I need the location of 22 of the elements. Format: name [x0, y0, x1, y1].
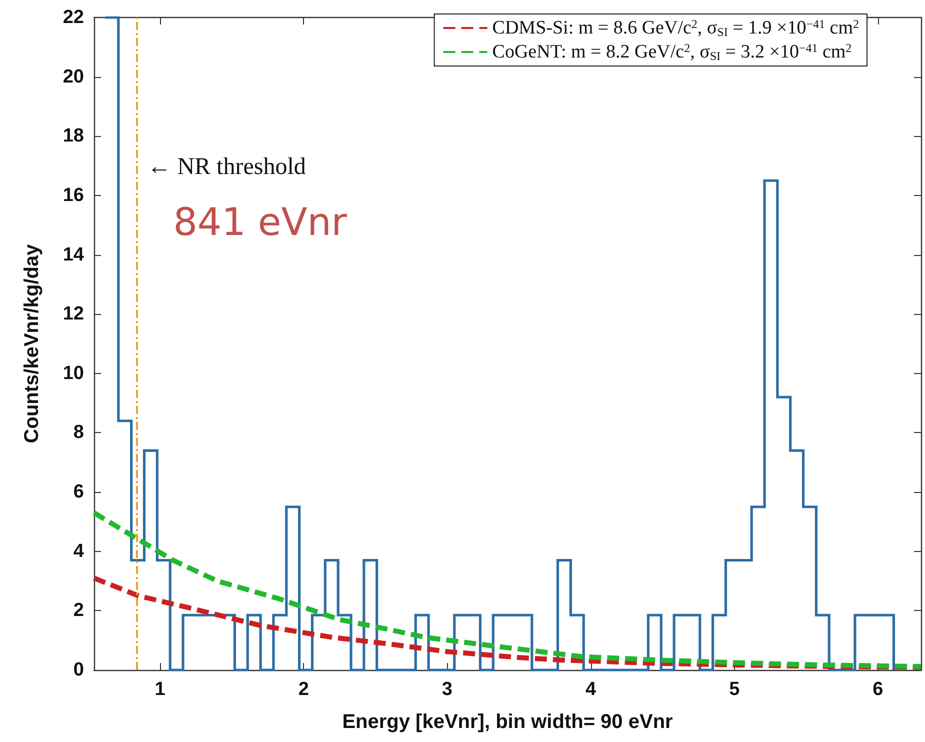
x-tick-label: 2 [298, 679, 309, 700]
x-tick-label: 1 [154, 679, 166, 700]
x-axis-title: Energy [keVnr], bin width= 90 eVnr [342, 711, 674, 733]
x-tick-label: 4 [585, 679, 596, 700]
y-tick-label: 14 [62, 244, 84, 266]
y-tick-label: 0 [73, 660, 84, 680]
y-tick-label: 20 [62, 66, 84, 88]
y-tick-label: 10 [62, 362, 84, 384]
y-tick-label: 6 [73, 482, 84, 503]
y-axis-title: Counts/keVnr/kg/day [21, 243, 43, 444]
y-tick-label: 2 [73, 600, 84, 622]
y-tick-label: 8 [73, 422, 84, 444]
ref-line-label: ← NR threshold [147, 154, 306, 180]
y-tick-label: 12 [62, 304, 84, 325]
annotation: 841 eVnr [173, 200, 348, 244]
x-tick-label: 5 [729, 679, 740, 700]
y-tick-label: 18 [62, 126, 84, 147]
x-tick-label: 3 [442, 679, 452, 700]
y-tick-label: 22 [62, 7, 84, 28]
x-tick-label: 6 [872, 679, 884, 700]
y-tick-label: 16 [62, 184, 84, 206]
y-tick-label: 4 [73, 540, 84, 562]
